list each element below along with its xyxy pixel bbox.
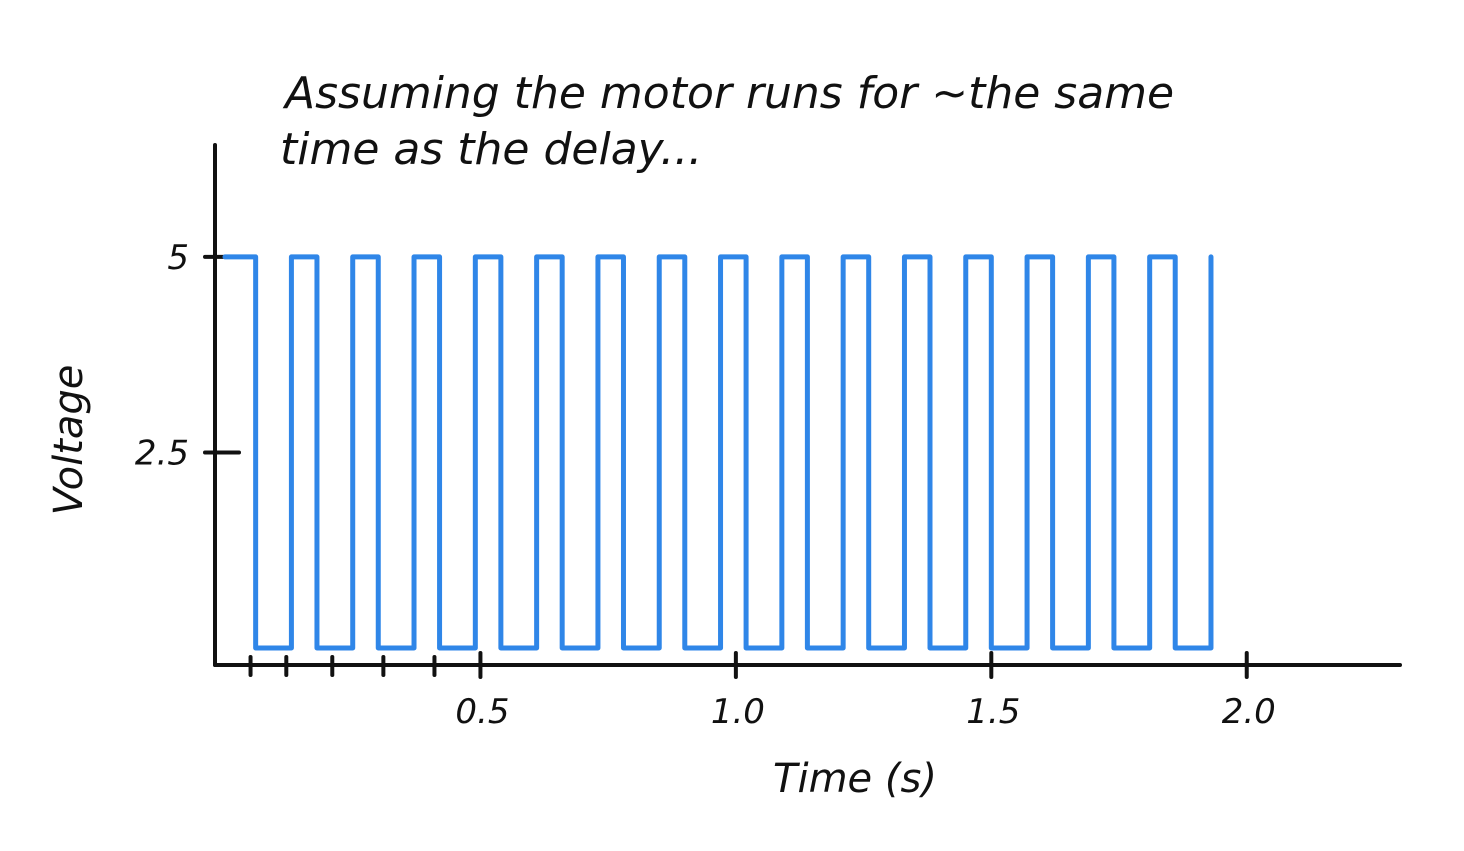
- y-axis-label: Voltage: [46, 365, 92, 516]
- x-tick-label: 1.0: [711, 692, 765, 732]
- series-layer: [222, 254, 1214, 651]
- x-axis-ticks: 0.5 1.0 1.5 2.0: [248, 651, 1276, 732]
- y-axis-ticks: 2.55: [135, 238, 241, 473]
- series-line-0: [222, 254, 1214, 651]
- x-axis-label: Time (s): [773, 756, 937, 802]
- axes: [213, 143, 1402, 667]
- y-tick-label: 5: [167, 238, 189, 278]
- y-tick-label: 2.5: [135, 433, 189, 473]
- chart-title-line-2: time as the delay...: [280, 124, 702, 175]
- x-tick-label: 2.0: [1222, 692, 1276, 732]
- x-tick-label: 0.5: [455, 692, 509, 732]
- chart-title-line-1: Assuming the motor runs for ~the same: [282, 68, 1174, 119]
- chart-title: Assuming the motor runs for ~the same ti…: [280, 68, 1174, 175]
- x-tick-label: 1.5: [966, 692, 1020, 732]
